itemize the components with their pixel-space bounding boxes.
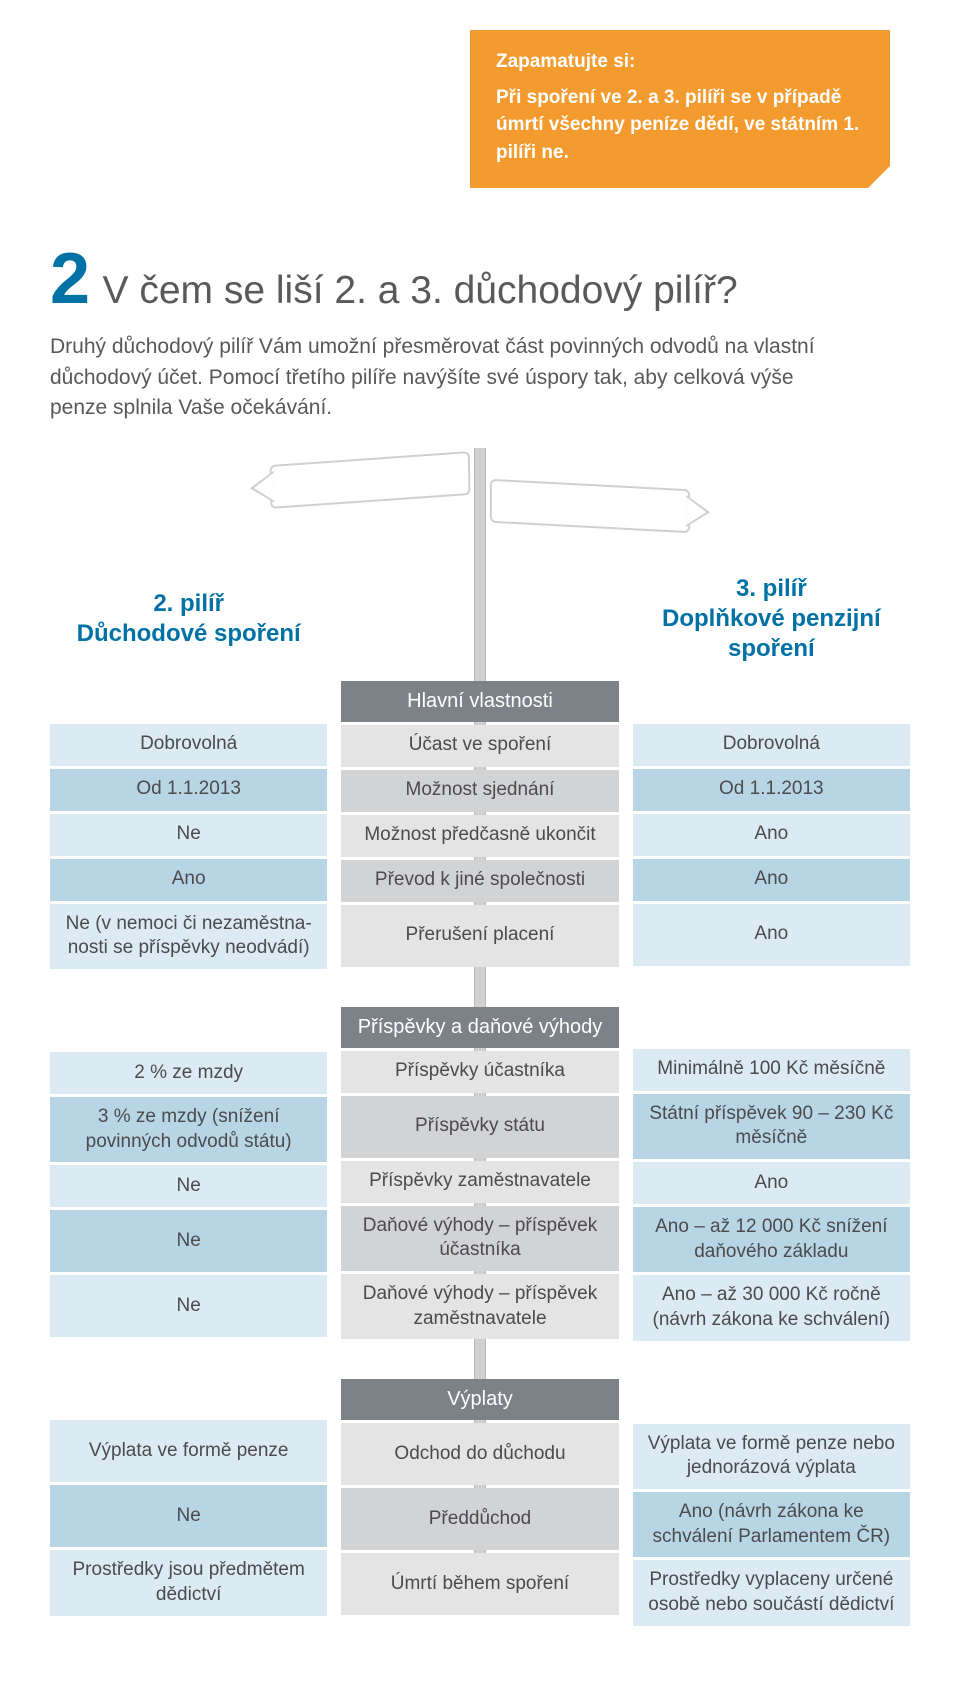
callout-title: Zapamatujte si:: [496, 48, 864, 76]
attribute-label: Úmrtí během spoření: [341, 1553, 618, 1615]
pillar3-value: Prostředky vyplaceny určené osobě nebo s…: [633, 1560, 910, 1625]
attribute-label: Daňové výhody – příspěvek účastníka: [341, 1206, 618, 1271]
section-number: 2: [50, 238, 90, 320]
pillar3-value: Státní příspěvek 90 – 230 Kč měsíčně: [633, 1094, 910, 1159]
section-title: V čem se liší 2. a 3. důchodový pilíř?: [103, 269, 738, 312]
remember-callout: Zapamatujte si: Při spoření ve 2. a 3. p…: [470, 30, 890, 188]
attribute-label: Přerušení placení: [341, 905, 618, 967]
attribute-label: Příspěvky státu: [341, 1096, 618, 1158]
pillar3-value: Minimálně 100 Kč měsíčně: [633, 1049, 910, 1091]
section-intro: Druhý důchodový pilíř Vám umožní přesměr…: [50, 332, 850, 423]
section-heading: 2 V čem se liší 2. a 3. důchodový pilíř?: [50, 238, 910, 320]
pillar3-value: Ano: [633, 1162, 910, 1204]
group-header: Příspěvky a daňové výhody: [341, 1007, 618, 1048]
pillar2-value: Ne: [50, 814, 327, 856]
attribute-label: Možnost sjednání: [341, 770, 618, 812]
signpost-left-sign: [269, 451, 470, 509]
pillar2-value: Prostředky jsou předmětem dědictví: [50, 1550, 327, 1615]
pillar3-value: Výplata ve formě penze nebo jednorázová …: [633, 1424, 910, 1489]
attribute-label: Možnost předčasně ukončit: [341, 815, 618, 857]
pillar3-value: Ano (návrh zákona ke schválení Parlament…: [633, 1492, 910, 1557]
signpost-right-sign: [490, 478, 690, 532]
column-pillar-3: 3. pilíř Doplňkové penzijní spoření Dobr…: [633, 568, 910, 1626]
pillar2-value: Ne: [50, 1275, 327, 1337]
signpost-pole: [474, 448, 486, 568]
pillar2-value: Ne (v nemoci či nezaměstna­nosti se přís…: [50, 904, 327, 969]
pillar3-value: Ano: [633, 904, 910, 966]
pillar2-value: Ne: [50, 1165, 327, 1207]
pillar2-value: Ne: [50, 1485, 327, 1547]
pillar3-value: Ano – až 12 000 Kč snížení daňového zákl…: [633, 1207, 910, 1272]
pillar3-value: Ano: [633, 814, 910, 856]
attribute-label: Předdůchod: [341, 1488, 618, 1550]
pillar2-value: Ano: [50, 859, 327, 901]
column-attributes: Hlavní vlastnostiÚčast ve spořeníMožnost…: [341, 568, 618, 1616]
column-header-pillar-3: 3. pilíř Doplňkové penzijní spoření: [633, 568, 910, 678]
group-header: Výplaty: [341, 1379, 618, 1420]
pillar3-value: Od 1.1.2013: [633, 769, 910, 811]
attribute-label: Příspěvky účastníka: [341, 1051, 618, 1093]
attribute-label: Účast ve spoření: [341, 725, 618, 767]
group-header: Hlavní vlastnosti: [341, 681, 618, 722]
attribute-label: Odchod do důchodu: [341, 1423, 618, 1485]
attribute-label: Příspěvky zaměstnavatele: [341, 1161, 618, 1203]
signpost-illustration: [50, 448, 910, 568]
callout-body: Při spoření ve 2. a 3. pilíři se v přípa…: [496, 84, 864, 167]
attribute-label: Daňové výhody – příspěvek zaměstnavatele: [341, 1274, 618, 1339]
pillar3-value: Dobrovolná: [633, 724, 910, 766]
column-pillar-2: 2. pilíř Důchodové spoření DobrovolnáOd …: [50, 568, 327, 1616]
pillar2-value: Dobrovolná: [50, 724, 327, 766]
pillar3-value: Ano – až 30 000 Kč ročně (návrh zákona k…: [633, 1275, 910, 1340]
comparison-table: 2. pilíř Důchodové spoření DobrovolnáOd …: [50, 568, 910, 1626]
pillar2-value: Ne: [50, 1210, 327, 1272]
pillar3-value: Ano: [633, 859, 910, 901]
pillar2-value: Výplata ve formě penze: [50, 1420, 327, 1482]
pillar2-value: 2 % ze mzdy: [50, 1052, 327, 1094]
column-header-pillar-2: 2. pilíř Důchodové spoření: [50, 568, 327, 678]
pillar2-value: Od 1.1.2013: [50, 769, 327, 811]
attribute-label: Převod k jiné společnosti: [341, 860, 618, 902]
pillar2-value: 3 % ze mzdy (snížení povinných odvodů st…: [50, 1097, 327, 1162]
